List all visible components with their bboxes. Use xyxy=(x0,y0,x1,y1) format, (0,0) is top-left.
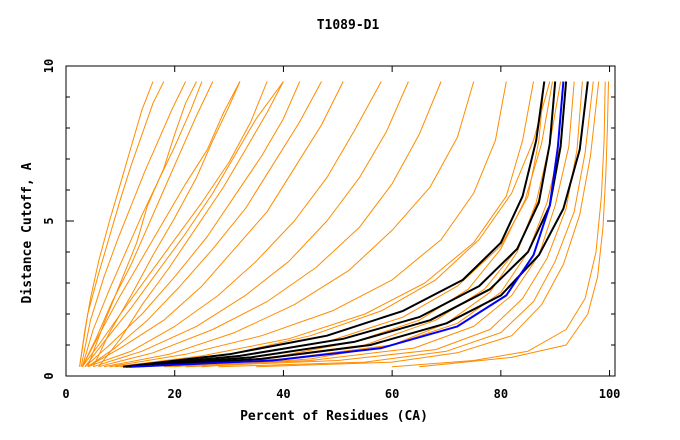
others-series-line-11 xyxy=(87,81,382,368)
others-series-line-6 xyxy=(81,81,268,368)
chart-title: T1089-D1 xyxy=(317,18,380,33)
x-axis-label: Percent of Residues (CA) xyxy=(240,409,428,424)
others-series-line-26 xyxy=(87,81,197,367)
others-series-line-7 xyxy=(84,81,284,368)
x-tick-label: 0 xyxy=(62,387,69,401)
highlight-series-line-35 xyxy=(128,81,589,368)
others-series-line-12 xyxy=(93,81,409,368)
others-series-line-15 xyxy=(109,81,507,368)
reference-series-line-36 xyxy=(131,81,565,368)
others-series-line-30 xyxy=(392,81,606,368)
x-tick-label: 100 xyxy=(599,387,621,401)
x-tick-label: 60 xyxy=(385,387,399,401)
others-series-line-9 xyxy=(87,81,322,368)
others-series-line-27 xyxy=(147,81,551,368)
y-tick-label: 0 xyxy=(42,372,56,379)
y-tick-label: 10 xyxy=(42,59,56,73)
x-tick-label: 80 xyxy=(494,387,508,401)
highlight-series-line-33 xyxy=(125,81,557,368)
x-tick-label: 20 xyxy=(167,387,181,401)
others-series-line-31 xyxy=(419,81,609,368)
others-series-line-10 xyxy=(87,81,344,368)
others-series-line-2 xyxy=(80,81,187,367)
others-series-line-4 xyxy=(81,81,214,367)
y-axis: 0 5 10 xyxy=(42,59,615,380)
highlight-series-line-34 xyxy=(125,81,568,368)
x-tick-label: 40 xyxy=(276,387,290,401)
others-series-line-22 xyxy=(218,81,594,368)
others-series-line-24 xyxy=(98,81,284,368)
others-series-line-23 xyxy=(256,81,600,368)
others-series-line-5 xyxy=(81,81,241,367)
highlight-series-line-32 xyxy=(122,81,546,368)
others-series-line-8 xyxy=(84,81,301,368)
others-series-line-28 xyxy=(174,81,553,368)
others-series-line-14 xyxy=(103,81,475,368)
series-group xyxy=(79,81,609,368)
others-series-line-20 xyxy=(163,81,575,368)
y-axis-label: Distance Cutoff, A xyxy=(20,162,35,303)
others-series-line-3 xyxy=(81,81,203,367)
x-axis: 0 20 40 60 80 100 xyxy=(62,66,620,401)
y-tick-label: 5 xyxy=(42,217,56,224)
others-series-line-1 xyxy=(79,81,165,367)
others-series-line-25 xyxy=(92,81,241,367)
others-series-line-16 xyxy=(114,81,534,368)
others-series-line-13 xyxy=(98,81,442,368)
